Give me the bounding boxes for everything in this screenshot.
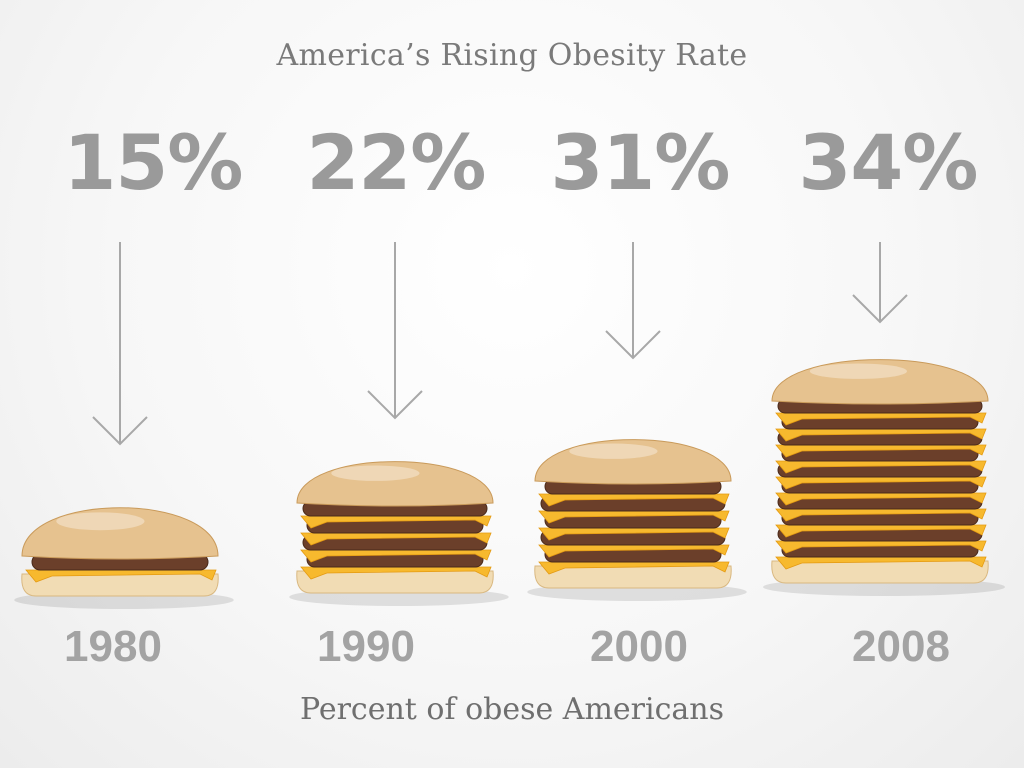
arrowhead-2008	[852, 294, 908, 324]
top-bun-1980	[21, 507, 219, 560]
cheese-2008-9	[775, 428, 987, 442]
cheese-2008-2	[775, 540, 987, 554]
cheese-2008-10	[775, 412, 987, 426]
bottom-bun-1980	[21, 573, 219, 597]
bun-highlight-1980	[56, 512, 145, 531]
year-label-2000: 2000	[590, 622, 688, 671]
cheese-2008-5	[775, 492, 987, 506]
chart-subtitle: Percent of obese Americans	[299, 692, 724, 727]
arrowhead-1990	[367, 390, 423, 420]
cheese-2000-5	[538, 493, 730, 507]
cheese-1980-1	[25, 569, 217, 583]
arrowhead-2000	[605, 330, 661, 360]
cheese-1990-3	[300, 532, 492, 546]
year-label-2008: 2008	[852, 622, 950, 671]
cheese-2000-4	[538, 510, 730, 524]
cheese-2000-1	[538, 561, 730, 575]
chart-title: America’s Rising Obesity Rate	[276, 38, 748, 73]
bun-highlight-2008	[809, 363, 908, 379]
value-label-2008: 34%	[798, 118, 979, 207]
cheese-1990-2	[300, 549, 492, 563]
bottom-bun-2000	[534, 565, 732, 589]
year-label-1980: 1980	[64, 622, 162, 671]
year-label-1990: 1990	[317, 622, 415, 671]
cheese-2008-4	[775, 508, 987, 522]
cheese-2008-8	[775, 444, 987, 458]
value-label-1980: 15%	[63, 118, 244, 207]
cheese-2008-6	[775, 476, 987, 490]
arrowhead-1980	[92, 416, 148, 446]
cheese-1990-1	[300, 566, 492, 580]
bun-highlight-1990	[331, 465, 420, 481]
bottom-bun-2008	[771, 560, 989, 584]
cheese-2000-3	[538, 527, 730, 541]
cheese-2008-7	[775, 460, 987, 474]
cheese-2008-3	[775, 524, 987, 538]
value-label-1990: 22%	[306, 118, 487, 207]
cheese-2000-2	[538, 544, 730, 558]
top-bun-2000	[534, 439, 732, 485]
cheese-2008-1	[775, 556, 987, 570]
cheese-1990-4	[300, 515, 492, 529]
bun-highlight-2000	[569, 443, 658, 459]
bottom-bun-1990	[296, 570, 494, 594]
value-label-2000: 31%	[550, 118, 731, 207]
top-bun-2008	[771, 359, 989, 405]
top-bun-1990	[296, 461, 494, 507]
